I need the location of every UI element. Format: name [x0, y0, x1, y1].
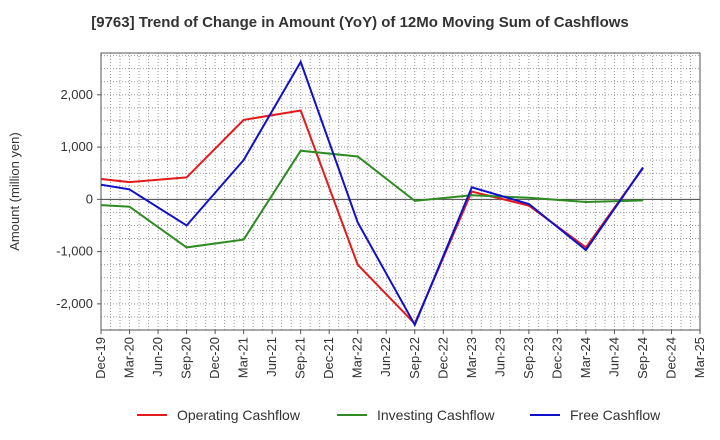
x-tick-label: Mar-23: [464, 337, 479, 378]
legend-swatch: [530, 414, 560, 416]
y-tick-label: -1,000: [56, 244, 93, 259]
x-tick-label: Jun-24: [606, 337, 621, 377]
x-tick-label: Jun-21: [264, 337, 279, 377]
y-tick-label: -2,000: [56, 296, 93, 311]
x-tick-label: Mar-25: [692, 337, 707, 378]
legend-label: Free Cashflow: [570, 407, 661, 423]
x-tick-label: Dec-24: [663, 337, 678, 379]
x-tick-label: Mar-22: [350, 337, 365, 378]
plot-area: [101, 53, 700, 330]
legend-item-operating-cashflow: Operating Cashflow: [137, 404, 300, 426]
legend-item-investing-cashflow: Investing Cashflow: [337, 404, 495, 426]
x-tick-label: Sep-24: [635, 337, 650, 379]
series-line-free-cashflow: [100, 59, 644, 328]
legend-label: Investing Cashflow: [377, 407, 495, 423]
legend-label: Operating Cashflow: [177, 407, 300, 423]
series-line-investing-cashflow: [100, 149, 644, 249]
y-tick-label: 2,000: [60, 87, 93, 102]
x-tick-label: Dec-21: [321, 337, 336, 379]
y-tick-label: 0: [86, 191, 93, 206]
x-tick-label: Jun-23: [492, 337, 507, 377]
legend-swatch: [137, 414, 167, 416]
x-tick-label: Mar-21: [236, 337, 251, 378]
x-tick-label: Mar-20: [122, 337, 137, 378]
x-tick-label: Dec-19: [93, 337, 108, 379]
legend: Operating Cashflow Investing Cashflow Free…: [0, 404, 720, 426]
plot-frame: [100, 52, 701, 331]
x-tick-label: Dec-20: [207, 337, 222, 379]
x-tick-label: Sep-21: [293, 337, 308, 379]
legend-item-free-cashflow: Free Cashflow: [530, 404, 660, 426]
y-tick-label: 1,000: [60, 139, 93, 154]
x-tick-label: Sep-22: [407, 337, 422, 379]
x-tick-label: Jun-22: [378, 337, 393, 377]
x-tick-label: Jun-20: [150, 337, 165, 377]
x-tick-label: Sep-20: [179, 337, 194, 379]
x-tick-label: Dec-23: [549, 337, 564, 379]
x-tick-label: Mar-24: [578, 337, 593, 378]
legend-swatch: [337, 414, 367, 416]
chart-title: [9763] Trend of Change in Amount (YoY) o…: [91, 14, 629, 31]
x-tick-label: Sep-23: [521, 337, 536, 379]
y-axis-label: Amount (million yen): [7, 132, 22, 251]
x-tick-label: Dec-22: [435, 337, 450, 379]
